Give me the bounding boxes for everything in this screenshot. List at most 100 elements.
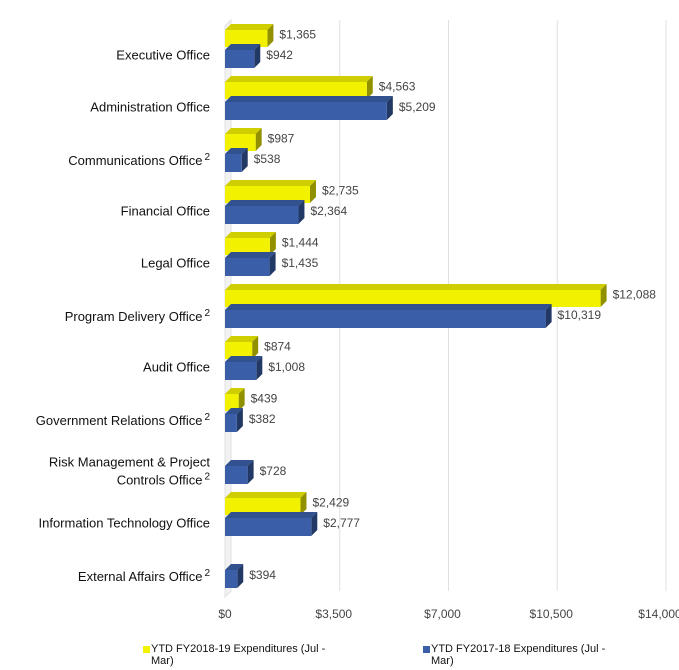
footnote-mark: 2 — [204, 152, 210, 163]
bar — [225, 498, 301, 515]
category-text: Administration Office — [90, 99, 210, 115]
bar — [225, 154, 242, 172]
bar-side — [309, 180, 316, 203]
value-label: $728 — [260, 464, 287, 478]
value-label: $942 — [266, 48, 293, 62]
value-label: $1,365 — [279, 28, 316, 42]
bar — [225, 362, 257, 380]
value-label: $2,735 — [322, 184, 359, 198]
bar-top — [225, 388, 245, 394]
category-text: Risk Management & Project Controls Offic… — [48, 454, 210, 488]
category-text: External Affairs Office — [77, 569, 203, 584]
footnote-mark: 2 — [204, 308, 210, 319]
category-label: Information Technology Office — [10, 516, 210, 531]
bar — [225, 206, 299, 224]
bar-side — [254, 44, 261, 68]
footnote-mark: 2 — [204, 568, 210, 579]
bar — [225, 82, 367, 99]
category-label: Legal Office — [10, 256, 210, 271]
legend-label: YTD FY2018-19 Expenditures (Jul - Mar) — [151, 643, 326, 667]
x-tick-label: $10,500 — [530, 607, 574, 621]
bar-top — [225, 232, 276, 238]
bar-top — [225, 512, 318, 518]
bar-top — [225, 336, 259, 342]
value-label: $874 — [264, 340, 291, 354]
value-label: $394 — [249, 568, 276, 582]
category-label: Financial Office — [10, 204, 210, 219]
category-label: Executive Office — [10, 48, 210, 63]
bar-top — [225, 44, 261, 50]
bar — [225, 394, 239, 411]
bar-side — [247, 460, 254, 484]
bar — [225, 342, 253, 359]
x-tick-label: $7,000 — [424, 607, 461, 621]
value-label: $987 — [268, 132, 295, 146]
bar-side — [237, 564, 244, 588]
value-label: $538 — [254, 152, 281, 166]
value-label: $4,563 — [379, 80, 416, 94]
category-text: Executive Office — [116, 47, 210, 63]
bar — [225, 258, 270, 276]
bar-top — [225, 96, 393, 102]
category-label: Communications Office 2 — [10, 150, 210, 168]
bar — [225, 50, 255, 68]
bar-top — [225, 492, 307, 498]
bar-side — [269, 252, 276, 276]
bar — [225, 570, 238, 588]
bar — [225, 30, 268, 47]
category-text: Communications Office — [68, 153, 203, 168]
x-tick-label: $14,000 — [638, 607, 679, 621]
bar — [225, 466, 248, 484]
bar-top — [225, 200, 305, 206]
bar — [225, 310, 546, 328]
bar-side — [255, 128, 262, 151]
bar-side — [236, 408, 243, 432]
bar — [225, 134, 256, 151]
category-label: Audit Office — [10, 360, 210, 375]
category-label: Program Delivery Office 2 — [10, 306, 210, 324]
category-text: Information Technology Office — [38, 515, 210, 531]
footnote-mark: 2 — [204, 412, 210, 423]
bar-top — [225, 284, 607, 290]
bar — [225, 290, 601, 307]
bar-side — [386, 96, 393, 120]
bar-side — [545, 304, 552, 328]
bar-side — [269, 232, 276, 255]
value-label: $5,209 — [399, 100, 436, 114]
bar — [225, 518, 312, 536]
bar — [225, 414, 237, 432]
bar-top — [225, 180, 316, 186]
legend-swatch — [423, 646, 430, 653]
bar-top — [225, 24, 274, 30]
category-label: External Affairs Office 2 — [10, 566, 210, 584]
bar-top — [225, 408, 243, 414]
bar — [225, 102, 387, 120]
bar-side — [256, 356, 263, 380]
bar-top — [225, 148, 248, 154]
value-label: $439 — [251, 392, 278, 406]
footnote-mark: 2 — [204, 471, 210, 483]
bar-top — [225, 460, 254, 466]
bar-side — [241, 148, 248, 172]
value-label: $1,435 — [282, 256, 319, 270]
bar — [225, 238, 270, 255]
legend-swatch — [143, 646, 150, 653]
bar-side — [600, 284, 607, 307]
bar-side — [311, 512, 318, 536]
bar-top — [225, 252, 276, 258]
category-text: Audit Office — [143, 359, 210, 375]
bar-top — [225, 304, 552, 310]
bar-top — [225, 564, 244, 570]
category-text: Program Delivery Office — [64, 309, 203, 324]
value-label: $2,429 — [312, 496, 349, 510]
bar-side — [267, 24, 274, 47]
value-label: $2,777 — [323, 516, 360, 530]
bar-top — [225, 76, 373, 82]
category-label: Risk Management & Project Controls Offic… — [10, 455, 210, 488]
bar-top — [225, 128, 262, 134]
value-label: $12,088 — [613, 288, 657, 302]
value-label: $1,444 — [282, 236, 319, 250]
x-tick-label: $3,500 — [315, 607, 352, 621]
